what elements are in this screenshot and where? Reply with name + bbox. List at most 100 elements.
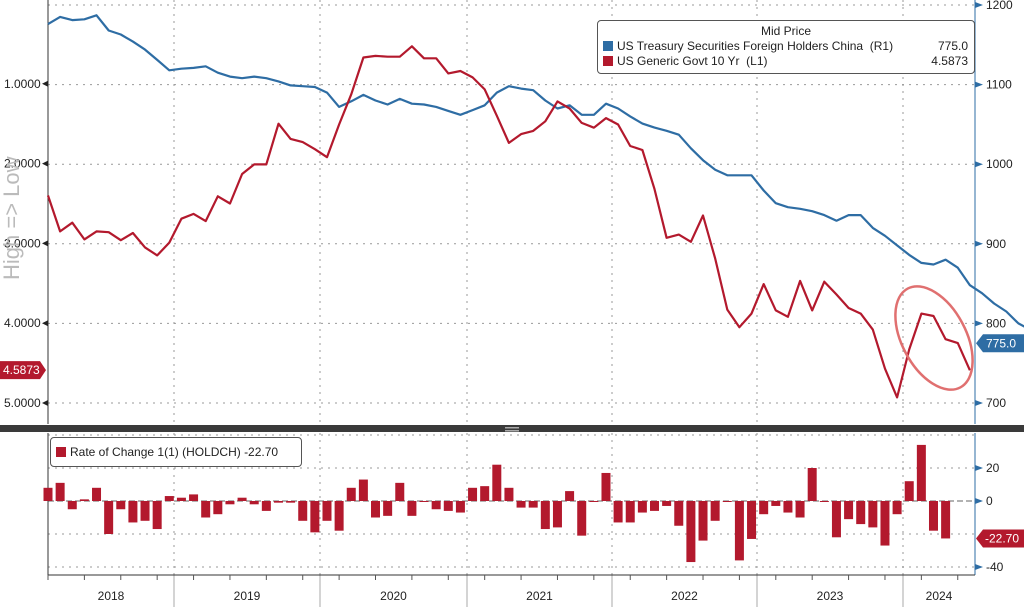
bar (795, 501, 805, 518)
legend-value: 775.0 (937, 38, 968, 53)
year-label: 2021 (526, 589, 553, 603)
right-tick-label: 1000 (986, 157, 1013, 171)
bar (213, 501, 223, 515)
bottom-tick-label: -40 (986, 560, 1004, 574)
bar (819, 501, 829, 502)
legend-swatch-red (56, 447, 66, 457)
bottom-axis-ticks: 20 0 -40 (975, 461, 1004, 574)
yield-last-value-text: 4.5873 (3, 363, 40, 377)
tick-arrow (42, 160, 48, 167)
year-label: 2020 (380, 589, 407, 603)
legend-item-rate-of-change[interactable]: Rate of Change 1(1) (HOLDCH) -22.70 (51, 445, 284, 460)
bar (55, 482, 65, 501)
axis-direction-label: High => Low (0, 156, 24, 280)
bar (904, 481, 914, 501)
bar (771, 501, 781, 506)
bar (601, 472, 611, 501)
tick-arrow (975, 400, 983, 406)
legend-label: US Generic Govt 10 Yr (L1) (617, 53, 768, 68)
bar (856, 501, 866, 525)
bar (637, 501, 647, 513)
bar (189, 494, 199, 501)
bar (868, 501, 878, 528)
left-axis-ticks: 1.0000 2.0000 3.0000 4.0000 5.0000 (4, 77, 48, 410)
bar (431, 501, 441, 510)
bar (941, 501, 951, 539)
last-value-tags: 4.5873 775.0 -22.70 (0, 334, 1024, 548)
bar (43, 487, 53, 501)
right-tick-label: 1100 (986, 78, 1012, 92)
right-tick-label: 700 (986, 396, 1006, 410)
bar (455, 501, 465, 513)
bar (686, 501, 696, 563)
bar (310, 501, 320, 533)
left-tick-label: 5.0000 (4, 396, 41, 410)
left-tick-label: 4.0000 (4, 316, 41, 330)
bar (492, 464, 502, 501)
legend-label: Rate of Change 1(1) (HOLDCH) -22.70 (70, 445, 279, 459)
legend-value: 4.5873 (931, 53, 968, 68)
bar (831, 501, 841, 538)
bar (371, 501, 381, 518)
bar (176, 497, 186, 501)
bar (625, 501, 635, 523)
tick-arrow (975, 161, 983, 168)
legend-item-10yr-yield[interactable]: US Generic Govt 10 Yr (L1) 4.5873 (598, 53, 974, 68)
bar (261, 501, 271, 511)
tick-arrow (975, 498, 983, 504)
bar (249, 501, 259, 505)
bar (565, 491, 575, 501)
tick-arrow (42, 400, 48, 406)
bar (747, 501, 757, 539)
year-label: 2023 (817, 589, 844, 603)
bar (164, 496, 174, 501)
bar (201, 501, 211, 518)
right-tick-label: 900 (986, 237, 1006, 251)
bar (698, 501, 708, 541)
bar (916, 444, 926, 501)
tick-arrow (975, 81, 983, 88)
top-legend: Mid Price US Treasury Securities Foreign… (597, 20, 975, 74)
bar (395, 482, 405, 501)
bar (225, 501, 235, 505)
bar (783, 501, 793, 513)
bottom-tick-label: 20 (986, 461, 1000, 475)
bar (140, 501, 150, 521)
holdings-last-value-text: 775.0 (986, 336, 1016, 350)
yield-line (46, 45, 971, 399)
tick-arrow (975, 564, 983, 570)
bar (407, 501, 417, 516)
bar (322, 501, 332, 521)
legend-item-china-holdings[interactable]: US Treasury Securities Foreign Holders C… (598, 38, 974, 53)
bar (552, 501, 562, 528)
bar (613, 501, 623, 523)
bar (92, 487, 102, 501)
china-holdings-line (47, 14, 1024, 328)
legend-swatch-red (603, 55, 613, 66)
bar (443, 501, 453, 511)
bar (298, 501, 308, 521)
left-tick-label: 2.0000 (4, 157, 41, 171)
bar (346, 487, 356, 501)
tick-arrow (42, 80, 48, 87)
year-label: 2022 (671, 589, 698, 603)
bar (710, 501, 720, 521)
bar (516, 501, 526, 508)
legend-label: US Treasury Securities Foreign Holders C… (617, 38, 894, 53)
bar (662, 501, 672, 506)
tick-arrow (975, 240, 983, 247)
tick-arrow (42, 240, 48, 247)
bar (116, 501, 126, 510)
year-label: 2024 (926, 589, 953, 603)
bar (468, 487, 478, 501)
bar (892, 501, 902, 515)
bar (383, 501, 393, 516)
bar (128, 501, 138, 523)
tick-arrow (975, 320, 983, 327)
bar (504, 487, 514, 501)
bar (480, 486, 490, 501)
bottom-tick-label: 0 (986, 494, 993, 508)
bar (528, 501, 538, 508)
bar (286, 501, 296, 503)
